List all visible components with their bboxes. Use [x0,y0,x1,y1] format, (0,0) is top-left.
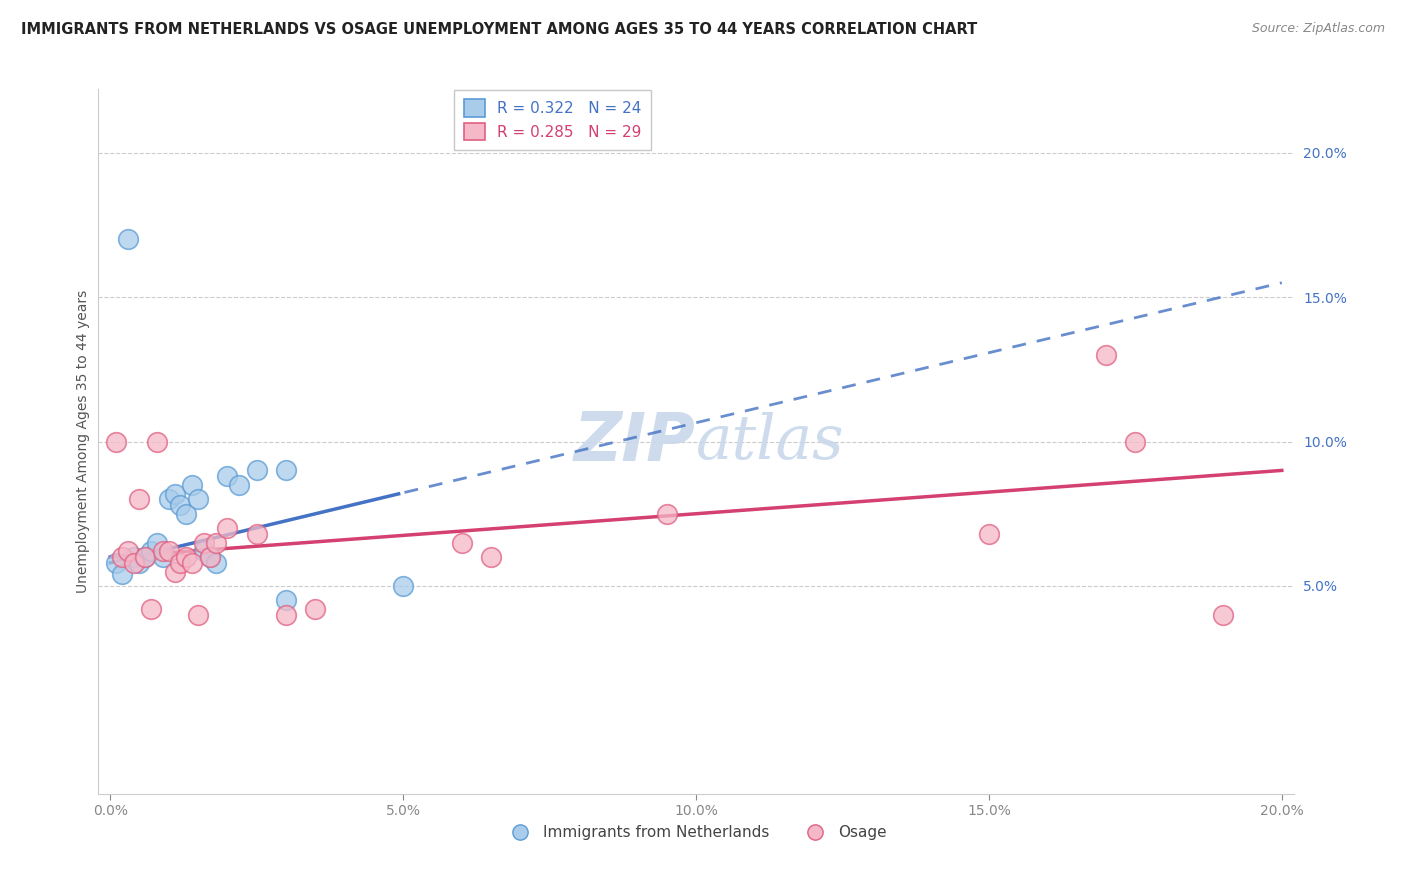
Point [174,550,197,565]
Point [187,492,209,507]
Point [122,550,145,565]
Point [128,556,150,570]
Legend: Immigrants from Netherlands, Osage: Immigrants from Netherlands, Osage [499,819,893,847]
Point [105,434,128,449]
Point [274,463,297,477]
Text: Source: ZipAtlas.com: Source: ZipAtlas.com [1251,22,1385,36]
Point [152,544,174,558]
Point [152,550,174,565]
Point [157,544,180,558]
Point [1212,607,1234,622]
Point [304,602,326,616]
Point [246,463,269,477]
Point [274,593,297,607]
Point [169,498,191,512]
Point [198,550,221,565]
Point [655,507,678,521]
Point [134,550,156,565]
Point [181,556,204,570]
Point [181,478,204,492]
Point [1125,434,1147,449]
Point [117,232,139,246]
Point [111,550,134,565]
Point [204,556,226,570]
Point [246,527,269,541]
Point [141,544,163,558]
Point [134,550,156,565]
Point [193,544,215,558]
Point [122,556,145,570]
Point [1095,348,1118,362]
Point [217,521,239,535]
Point [204,535,226,549]
Point [977,527,1000,541]
Point [479,550,502,565]
Point [174,507,197,521]
Point [193,535,215,549]
Point [450,535,472,549]
Point [163,486,186,500]
Point [198,550,221,565]
Point [392,579,415,593]
Point [111,567,134,582]
Point [146,434,169,449]
Y-axis label: Unemployment Among Ages 35 to 44 years: Unemployment Among Ages 35 to 44 years [76,290,90,593]
Point [117,544,139,558]
Point [163,565,186,579]
Point [146,535,169,549]
Point [187,607,209,622]
Text: ZIP: ZIP [574,409,696,475]
Point [157,492,180,507]
Point [105,556,128,570]
Point [169,556,191,570]
Point [274,607,297,622]
Text: atlas: atlas [696,411,845,472]
Point [217,469,239,483]
Point [141,602,163,616]
Text: IMMIGRANTS FROM NETHERLANDS VS OSAGE UNEMPLOYMENT AMONG AGES 35 TO 44 YEARS CORR: IMMIGRANTS FROM NETHERLANDS VS OSAGE UNE… [21,22,977,37]
Point [128,492,150,507]
Point [228,478,250,492]
